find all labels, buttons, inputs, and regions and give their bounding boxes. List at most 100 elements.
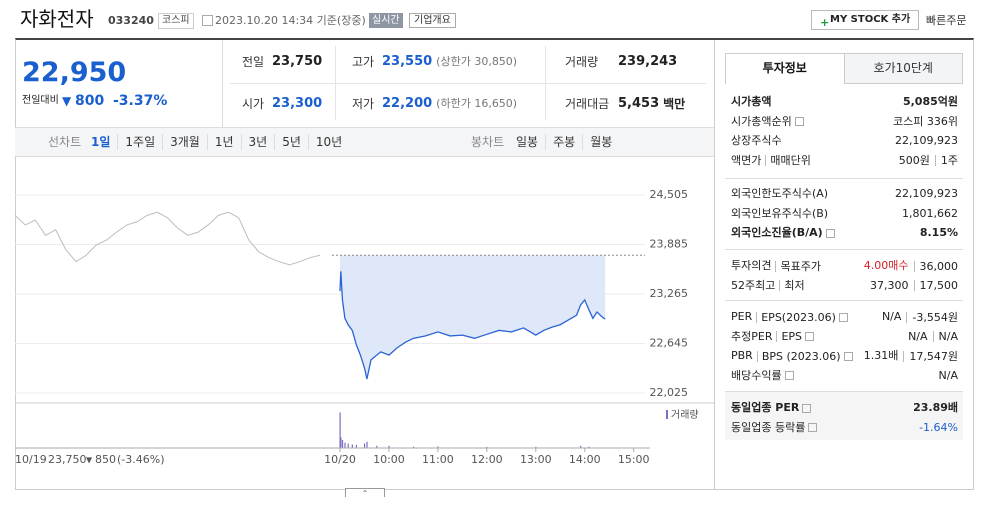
info-labels: 상장주식수 (731, 133, 782, 149)
info-label: 최저 (779, 280, 805, 291)
stats-divider (230, 83, 706, 84)
stat-value: 23,550 (382, 54, 433, 69)
period-tab[interactable]: 주봉 (545, 134, 582, 150)
panel-tab[interactable]: 호가10단계 (844, 53, 963, 84)
stat-note: (상한가 30,850) (436, 55, 518, 68)
info-label: PER (731, 310, 753, 323)
info-values: 5,085억원 (903, 94, 958, 110)
info-label: 동일업종 등락률 (731, 420, 806, 434)
info-values: N/A (939, 368, 958, 384)
info-labels: 외국인한도주식수(A) (731, 186, 828, 202)
info-row: PBR BPS (2023.06) 1.31배 17,547원 (731, 347, 958, 365)
quote-time: 2023.10.20 14:34 기준(장중) (215, 14, 366, 27)
stat-value: 239,243 (618, 54, 678, 69)
panel-tab[interactable]: 투자정보 (725, 53, 845, 84)
company-info-button[interactable]: 기업개요 (409, 13, 456, 28)
panel-separator (725, 300, 963, 301)
info-values: -1.64% (919, 420, 958, 436)
info-labels: 투자의견 목표주가 (731, 258, 821, 274)
current-price: 22,950 (22, 57, 127, 88)
period-tab[interactable]: 월봉 (582, 134, 619, 150)
info-labels: 추정PER EPS (731, 329, 815, 345)
info-value: 22,109,923 (895, 134, 958, 147)
quick-order[interactable]: 빠른주문 (926, 14, 967, 27)
info-row: 외국인보유주식수(B) 1,801,662 (731, 205, 958, 223)
info-label: 상장주식수 (731, 134, 782, 147)
info-value: 22,109,923 (895, 187, 958, 200)
period-tab[interactable]: 1년 (206, 134, 241, 150)
info-values: 4.00매수 36,000 (864, 258, 958, 274)
info-value: 37,300 (870, 278, 909, 292)
stat-value: 22,200 (382, 96, 433, 111)
info-value: 36,000 (913, 260, 958, 272)
info-labels: 동일업종 PER (731, 400, 812, 416)
help-icon (843, 351, 853, 361)
period-tab[interactable]: 1주일 (117, 134, 162, 150)
period-tab[interactable]: 10년 (307, 134, 349, 150)
info-value: N/A (908, 329, 928, 343)
info-labels: 52주최고 최저 (731, 278, 805, 294)
period-tab[interactable]: 5년 (274, 134, 308, 150)
line-period-tabs: 1일 1주일 3개월 1년 3년 5년 10년 (84, 134, 349, 150)
period-tab[interactable]: 일봉 (516, 135, 539, 149)
today-area (340, 255, 606, 380)
line-chart-label: 선차트 (48, 135, 82, 149)
collapse-button[interactable]: ⌃ (345, 488, 385, 498)
info-value: 1.31배 (863, 349, 899, 362)
help-icon (808, 423, 818, 432)
info-labels: PBR BPS (2023.06) (731, 348, 853, 364)
period-tab[interactable]: 3년 (240, 134, 275, 150)
volume-bar (341, 440, 344, 448)
x-tick-label: 14:00 (569, 453, 601, 466)
calendar-icon (202, 15, 213, 26)
volume-bar (580, 445, 582, 448)
previous-down-icon: ▼ (86, 456, 93, 465)
stock-code: 033240 (108, 14, 154, 27)
stat-label: 시가 (242, 97, 265, 111)
info-row: 액면가 매매단위 500원 1주 (731, 152, 958, 170)
volume-bar (412, 446, 415, 448)
info-label: 매매단위 (765, 155, 811, 166)
previous-day-line (14, 211, 321, 266)
market-badge: 코스피 (158, 13, 194, 29)
change-label: 전일대비 (22, 95, 59, 106)
info-label: 투자의견 (731, 259, 772, 272)
period-tab[interactable]: 1일 (91, 135, 111, 149)
info-values: 8.15% (920, 225, 958, 241)
info-values: N/A -3,554원 (882, 309, 958, 325)
info-row: 시가총액 5,085억원 (731, 93, 958, 111)
period-tab[interactable]: 3개월 (162, 134, 207, 150)
stat-value: 5,453 (618, 96, 660, 111)
stat-label: 고가 (352, 55, 375, 69)
info-value: -3,554원 (906, 311, 958, 323)
info-row: 동일업종 등락률 -1.64% (731, 419, 958, 437)
info-label: PBR (731, 349, 753, 362)
info-row: PER EPS(2023.06) N/A -3,554원 (731, 308, 958, 326)
stat-value: 23,750 (272, 54, 323, 69)
realtime-button[interactable]: 실시간 (369, 13, 403, 28)
info-values: N/A N/A (908, 329, 958, 345)
info-values: 코스피 336위 (893, 114, 958, 130)
stat-label: 저가 (352, 97, 375, 111)
info-row: 시가총액순위 코스피 336위 (731, 113, 958, 131)
volume-bar (486, 446, 488, 448)
info-value: 1,801,662 (902, 206, 958, 220)
today-line (339, 271, 606, 380)
stat-label: 전일 (242, 55, 265, 69)
my-stock-button[interactable]: MY STOCK 추가 (811, 10, 920, 30)
info-label: 외국인보유주식수(B) (731, 206, 829, 220)
info-value: N/A (932, 331, 958, 342)
volume-bar (535, 446, 537, 448)
stat-unit: 백만 (663, 97, 686, 111)
info-value: 17,547원 (903, 350, 958, 362)
help-icon (802, 403, 812, 413)
info-row: 투자의견 목표주가 4.00매수 36,000 (731, 257, 958, 275)
volume-bar (376, 445, 378, 448)
tab-bar (15, 127, 714, 157)
volume-bar (340, 437, 342, 448)
info-values: 1,801,662 (902, 206, 958, 222)
stock-name: 자화전자 (20, 7, 94, 31)
y-tick-label: 24,505 (650, 188, 689, 201)
help-icon (784, 371, 794, 380)
volume-bar (347, 443, 349, 448)
